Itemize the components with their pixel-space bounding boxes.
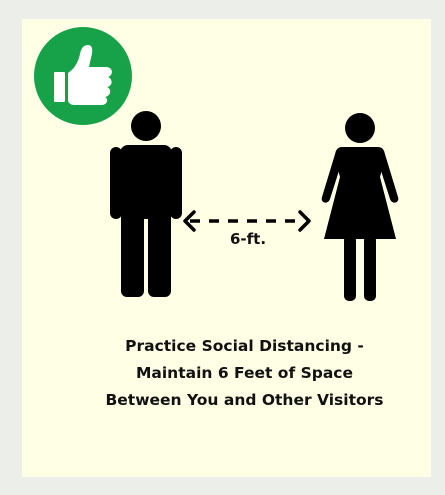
message-line-1: Practice Social Distancing - xyxy=(125,337,364,355)
man-icon xyxy=(110,111,182,297)
poster-message: Practice Social Distancing - Maintain 6 … xyxy=(58,333,431,414)
social-distancing-poster: 6-ft. Practice Social Distancing - Maint… xyxy=(22,19,431,477)
message-line-2: Maintain 6 Feet of Space xyxy=(135,364,354,382)
thumbs-up-badge xyxy=(34,27,132,125)
woman-icon xyxy=(321,113,399,301)
message-line-3: Between You and Other Visitors xyxy=(105,391,384,409)
double-arrow-icon xyxy=(183,210,311,232)
thumbs-up-icon xyxy=(54,45,112,105)
distance-label: 6-ft. xyxy=(229,230,267,248)
